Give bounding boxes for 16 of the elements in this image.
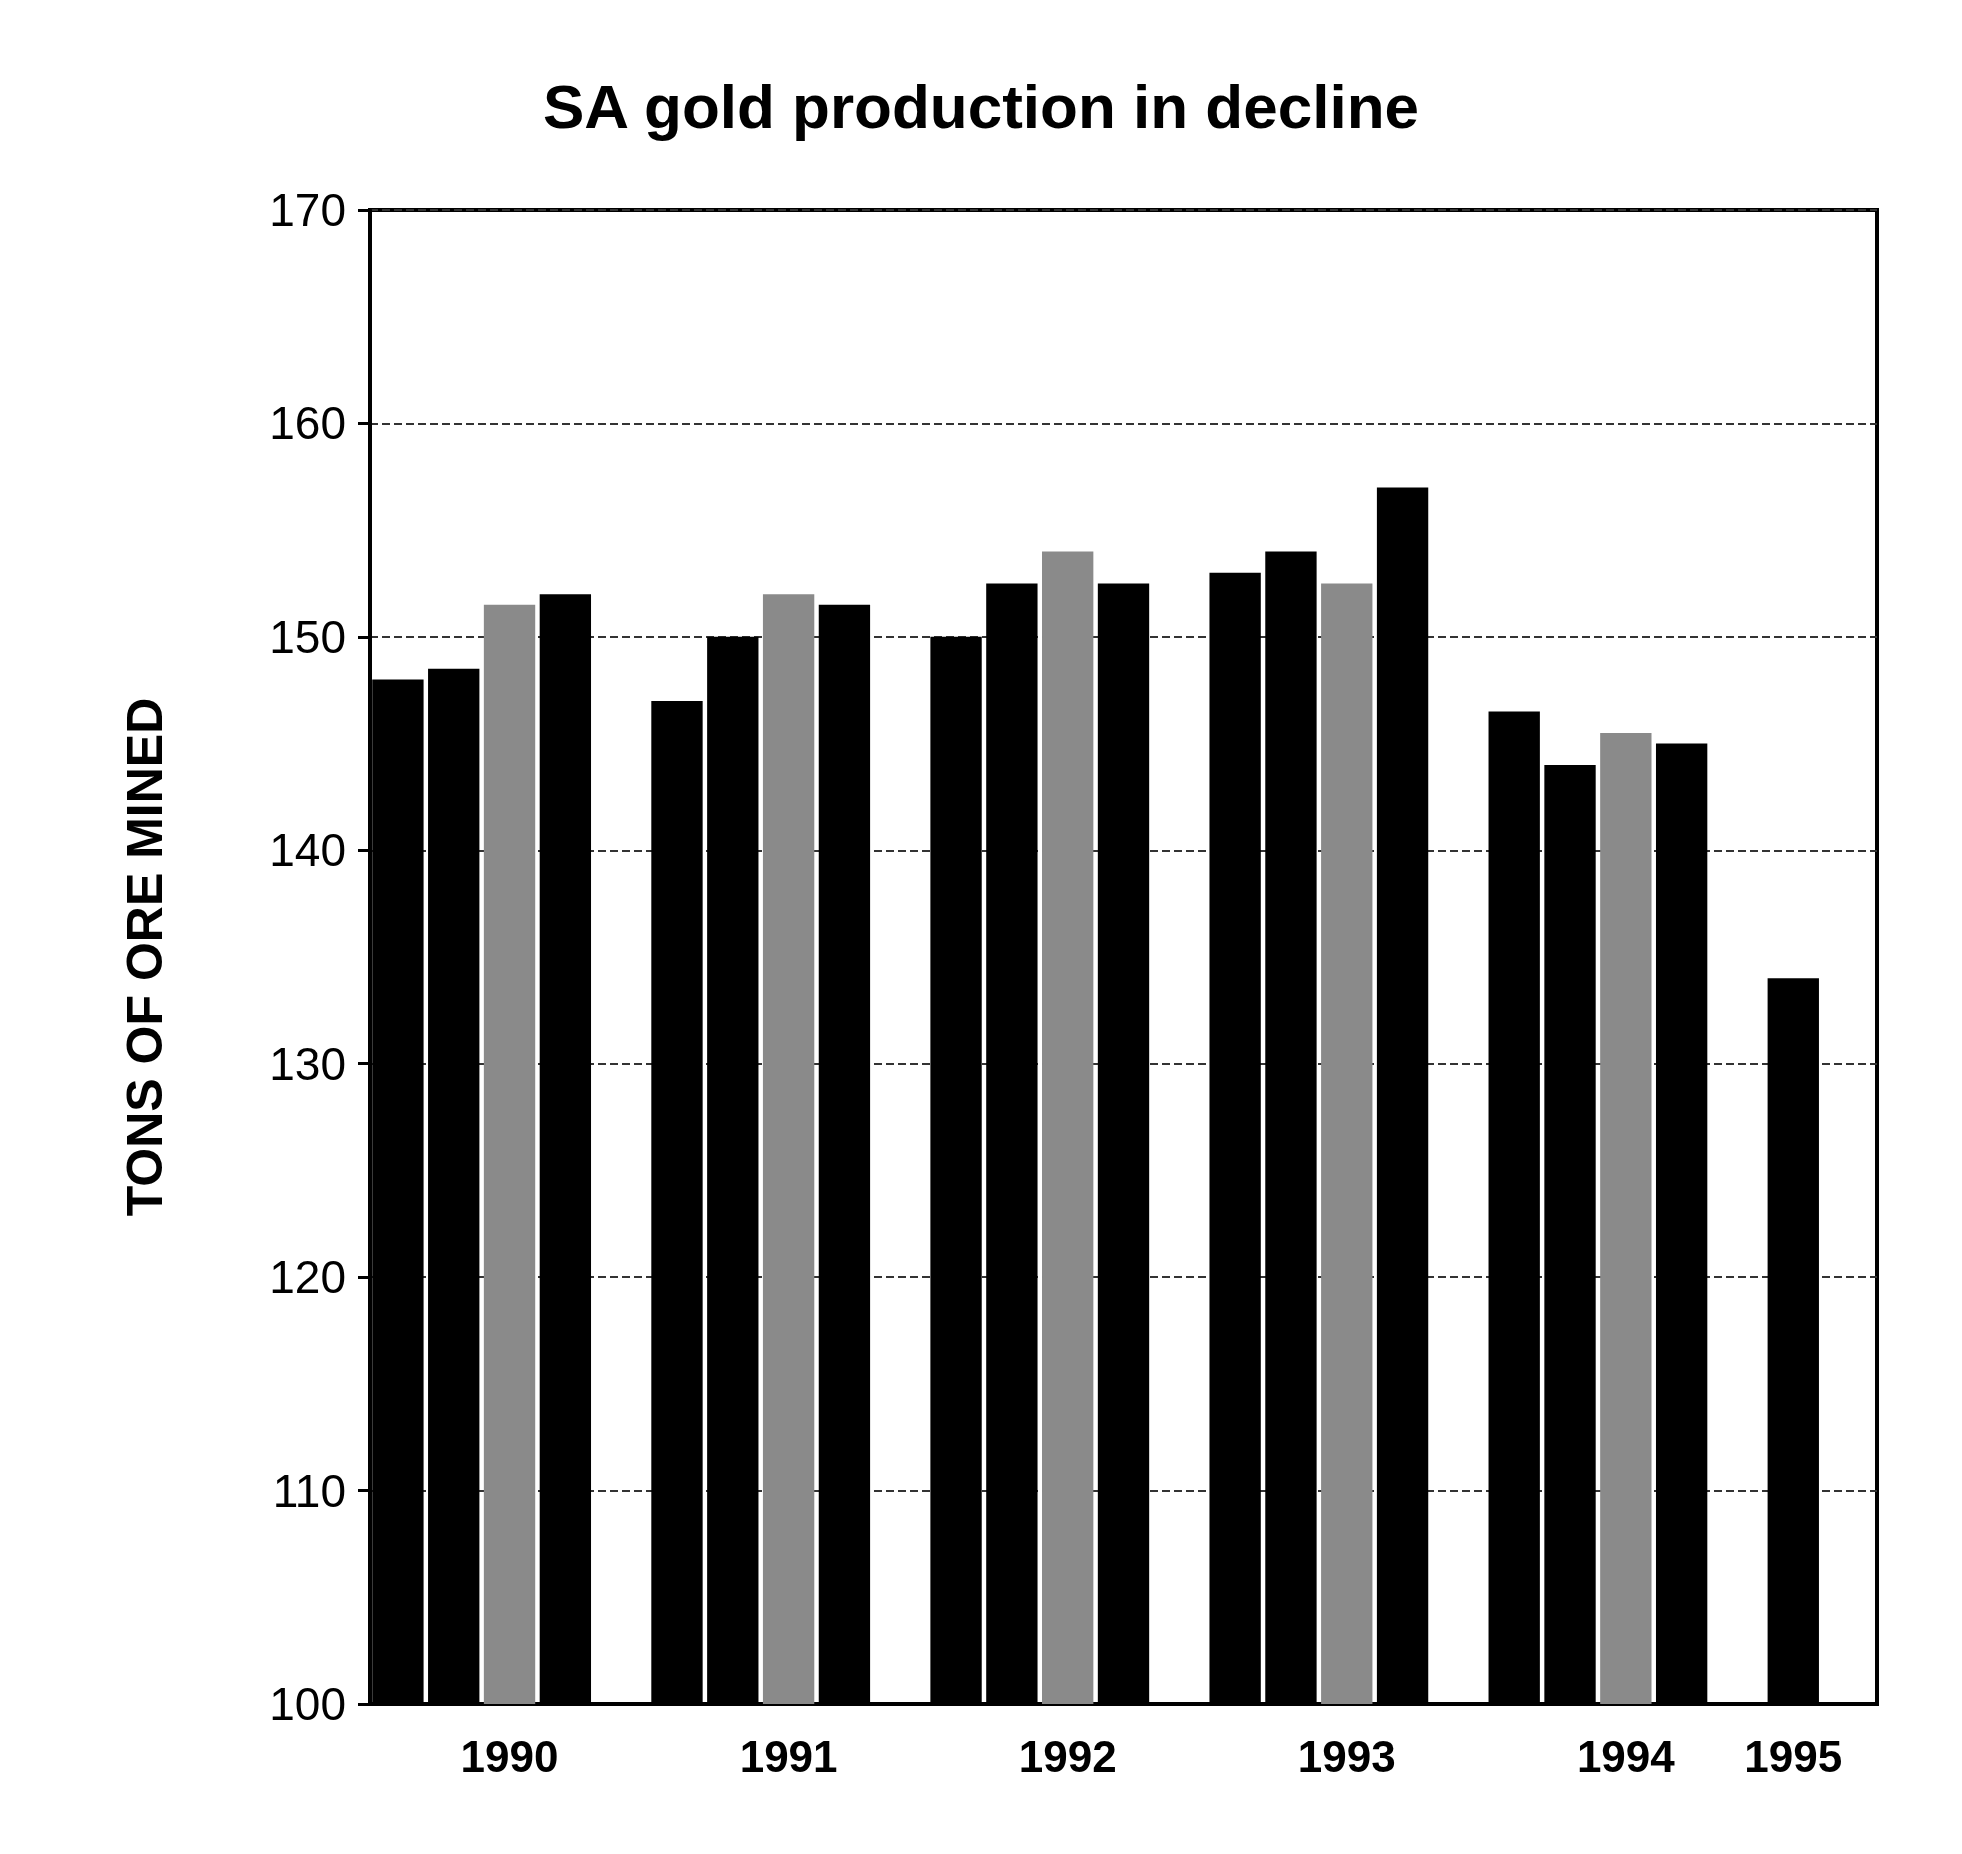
x-tick-label: 1995: [1744, 1731, 1843, 1781]
y-tick-label: 160: [269, 397, 346, 450]
y-tick-label: 130: [269, 1037, 346, 1090]
x-tick-label: 1993: [1297, 1731, 1396, 1781]
y-tick-label: 140: [269, 824, 346, 877]
y-tick-label: 150: [269, 610, 346, 663]
y-tick-label: 170: [269, 184, 346, 236]
y-tick-label: 100: [269, 1678, 346, 1730]
y-tick-label: 110: [272, 1464, 346, 1517]
x-tick-label: 1990: [460, 1731, 559, 1781]
x-tick-label: 1991: [739, 1731, 838, 1781]
y-axis-title: TONS OF ORE MINED: [117, 697, 173, 1217]
x-tick-label: 1994: [1576, 1731, 1676, 1781]
chart-title: SA gold production in decline: [542, 71, 1420, 141]
x-tick-label: 1992: [1018, 1731, 1117, 1781]
y-tick-label: 120: [269, 1251, 346, 1304]
